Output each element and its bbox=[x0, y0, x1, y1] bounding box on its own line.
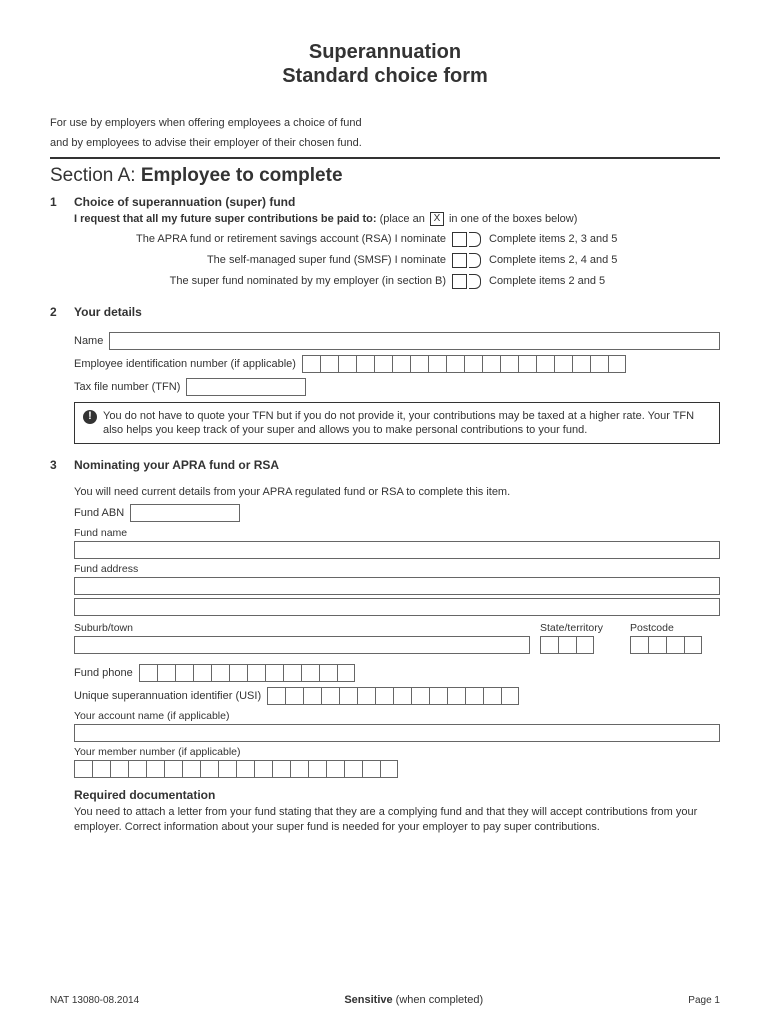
item-2-title: Your details bbox=[74, 305, 720, 319]
postcode-label: Postcode bbox=[630, 622, 720, 634]
tfn-input[interactable] bbox=[186, 378, 306, 396]
title-line-1: Superannuation bbox=[50, 40, 720, 64]
suburb-input[interactable] bbox=[74, 636, 530, 654]
tfn-info-box: ! You do not have to quote your TFN but … bbox=[74, 402, 720, 445]
ein-label: Employee identification number (if appli… bbox=[74, 358, 296, 370]
choice-3-hint: Complete items 2 and 5 bbox=[489, 275, 605, 287]
x-example-box: X bbox=[430, 212, 444, 226]
section-prefix: Section A: bbox=[50, 165, 141, 186]
item-3: 3 Nominating your APRA fund or RSA bbox=[50, 458, 720, 475]
choice-2-label: The self-managed super fund (SMSF) I nom… bbox=[74, 254, 452, 266]
choice-2: The self-managed super fund (SMSF) I nom… bbox=[74, 253, 720, 268]
fund-phone-row: Fund phone bbox=[74, 664, 720, 682]
info-icon: ! bbox=[83, 410, 97, 424]
acct-name-label: Your account name (if applicable) bbox=[74, 710, 720, 722]
intro-line-1: For use by employers when offering emplo… bbox=[50, 116, 720, 130]
footer-mid: Sensitive (when completed) bbox=[344, 994, 483, 1006]
tfn-info-text: You do not have to quote your TFN but if… bbox=[103, 409, 711, 438]
member-num-cells[interactable] bbox=[74, 760, 720, 778]
req-doc-text: You need to attach a letter from your fu… bbox=[74, 805, 720, 834]
usi-row: Unique superannuation identifier (USI) bbox=[74, 687, 720, 705]
choice-1-label: The APRA fund or retirement savings acco… bbox=[74, 233, 452, 245]
item-1-request: I request that all my future super contr… bbox=[74, 212, 720, 226]
suburb-label: Suburb/town bbox=[74, 622, 530, 634]
choice-2-checkbox[interactable] bbox=[452, 253, 467, 268]
state-label: State/territory bbox=[540, 622, 620, 634]
name-label: Name bbox=[74, 335, 103, 347]
choice-1-hint: Complete items 2, 3 and 5 bbox=[489, 233, 617, 245]
request-tail-a: (place an bbox=[377, 213, 428, 225]
item-2-num: 2 bbox=[50, 305, 74, 322]
choice-2-tab bbox=[469, 253, 481, 268]
member-num-label: Your member number (if applicable) bbox=[74, 746, 720, 758]
fund-address-label: Fund address bbox=[74, 563, 720, 575]
fund-phone-cells[interactable] bbox=[139, 664, 355, 682]
ein-row: Employee identification number (if appli… bbox=[74, 355, 720, 373]
title-line-2: Standard choice form bbox=[50, 64, 720, 88]
choice-3-tab bbox=[469, 274, 481, 289]
request-tail-b: in one of the boxes below) bbox=[446, 213, 577, 225]
page-footer: NAT 13080-08.2014 Sensitive (when comple… bbox=[50, 994, 720, 1006]
fund-address-input-1[interactable] bbox=[74, 577, 720, 595]
usi-cells[interactable] bbox=[267, 687, 519, 705]
choice-2-hint: Complete items 2, 4 and 5 bbox=[489, 254, 617, 266]
acct-name-input[interactable] bbox=[74, 724, 720, 742]
item-3-intro: You will need current details from your … bbox=[74, 485, 720, 499]
footer-right: Page 1 bbox=[688, 995, 720, 1006]
footer-mid-tail: (when completed) bbox=[393, 994, 484, 1006]
item-3-num: 3 bbox=[50, 458, 74, 475]
ein-cells[interactable] bbox=[302, 355, 626, 373]
choice-1-tab bbox=[469, 232, 481, 247]
section-title: Employee to complete bbox=[141, 165, 343, 186]
tfn-row: Tax file number (TFN) bbox=[74, 378, 720, 396]
divider bbox=[50, 157, 720, 159]
item-1-title: Choice of superannuation (super) fund bbox=[74, 195, 720, 209]
choice-3-label: The super fund nominated by my employer … bbox=[74, 275, 452, 287]
req-doc-title: Required documentation bbox=[74, 788, 720, 802]
fund-name-label: Fund name bbox=[74, 527, 720, 539]
section-a-header: Section A: Employee to complete bbox=[50, 165, 720, 187]
fund-address-input-2[interactable] bbox=[74, 598, 720, 616]
fund-name-input[interactable] bbox=[74, 541, 720, 559]
form-title: Superannuation Standard choice form bbox=[50, 40, 720, 88]
choice-3-checkbox[interactable] bbox=[452, 274, 467, 289]
request-bold: I request that all my future super contr… bbox=[74, 213, 377, 225]
choice-1: The APRA fund or retirement savings acco… bbox=[74, 232, 720, 247]
name-row: Name bbox=[74, 332, 720, 350]
item-2: 2 Your details bbox=[50, 305, 720, 322]
fund-abn-input[interactable] bbox=[130, 504, 240, 522]
state-cells[interactable] bbox=[540, 636, 620, 654]
fund-abn-label: Fund ABN bbox=[74, 507, 124, 519]
footer-mid-bold: Sensitive bbox=[344, 994, 392, 1006]
item-1-num: 1 bbox=[50, 195, 74, 295]
footer-left: NAT 13080-08.2014 bbox=[50, 995, 139, 1006]
intro-line-2: and by employees to advise their employe… bbox=[50, 136, 720, 150]
usi-label: Unique superannuation identifier (USI) bbox=[74, 690, 261, 702]
fund-abn-row: Fund ABN bbox=[74, 504, 720, 522]
tfn-label: Tax file number (TFN) bbox=[74, 381, 180, 393]
item-3-title: Nominating your APRA fund or RSA bbox=[74, 458, 720, 472]
item-1: 1 Choice of superannuation (super) fund … bbox=[50, 195, 720, 295]
postcode-cells[interactable] bbox=[630, 636, 720, 654]
choice-3: The super fund nominated by my employer … bbox=[74, 274, 720, 289]
name-input[interactable] bbox=[109, 332, 720, 350]
fund-phone-label: Fund phone bbox=[74, 667, 133, 679]
choice-1-checkbox[interactable] bbox=[452, 232, 467, 247]
